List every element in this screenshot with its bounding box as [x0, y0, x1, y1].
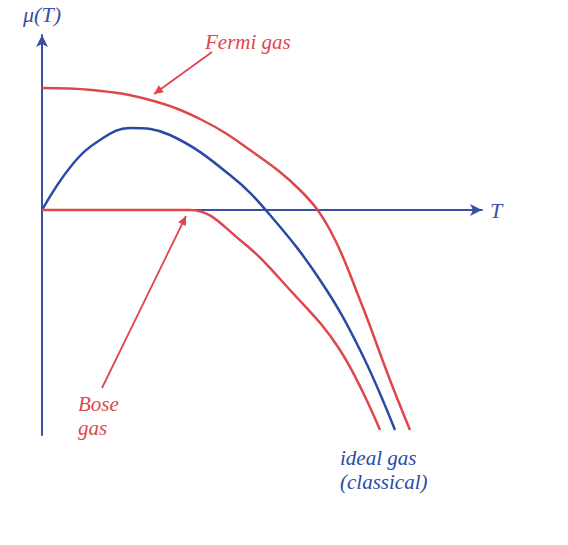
svg-text:Fermi gas: Fermi gas	[204, 30, 291, 54]
svg-text:gas: gas	[78, 416, 107, 440]
svg-text:Bose: Bose	[78, 392, 119, 416]
svg-text:μ(T): μ(T)	[22, 2, 61, 27]
svg-text:T: T	[490, 198, 504, 223]
svg-text:ideal gas: ideal gas	[340, 446, 416, 470]
svg-text:(classical): (classical)	[340, 470, 427, 494]
